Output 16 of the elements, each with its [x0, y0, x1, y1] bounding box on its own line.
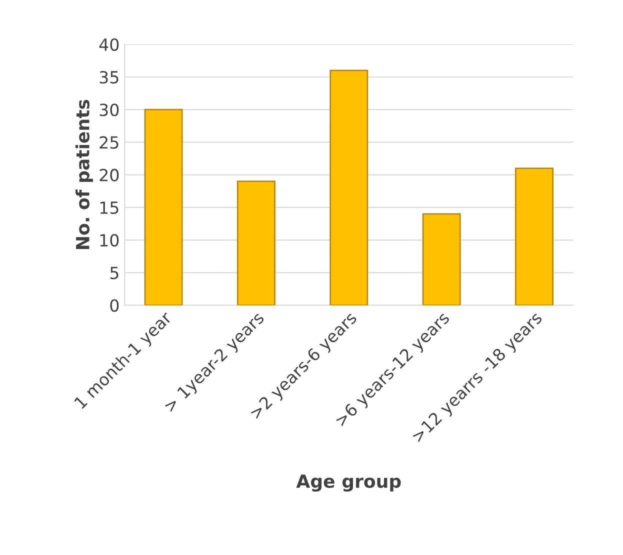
y-tick-label: 10	[100, 234, 119, 247]
bar	[422, 213, 461, 306]
y-tick-label: 35	[100, 70, 118, 84]
y-tick-label: 25	[100, 136, 118, 149]
y-tick-label: 5	[110, 266, 118, 280]
x-axis-title: Age group	[296, 474, 401, 492]
bar	[515, 168, 554, 306]
y-tick-label: 30	[100, 104, 119, 116]
bar	[144, 108, 183, 306]
y-tick-label: 20	[100, 168, 119, 182]
y-tick-label: 15	[100, 202, 118, 214]
bar	[330, 70, 368, 306]
y-tick-label: 0	[110, 299, 119, 312]
y-tick-label: 40	[99, 38, 119, 51]
y-axis-title: No. of patients	[76, 100, 93, 249]
bar	[236, 180, 276, 306]
